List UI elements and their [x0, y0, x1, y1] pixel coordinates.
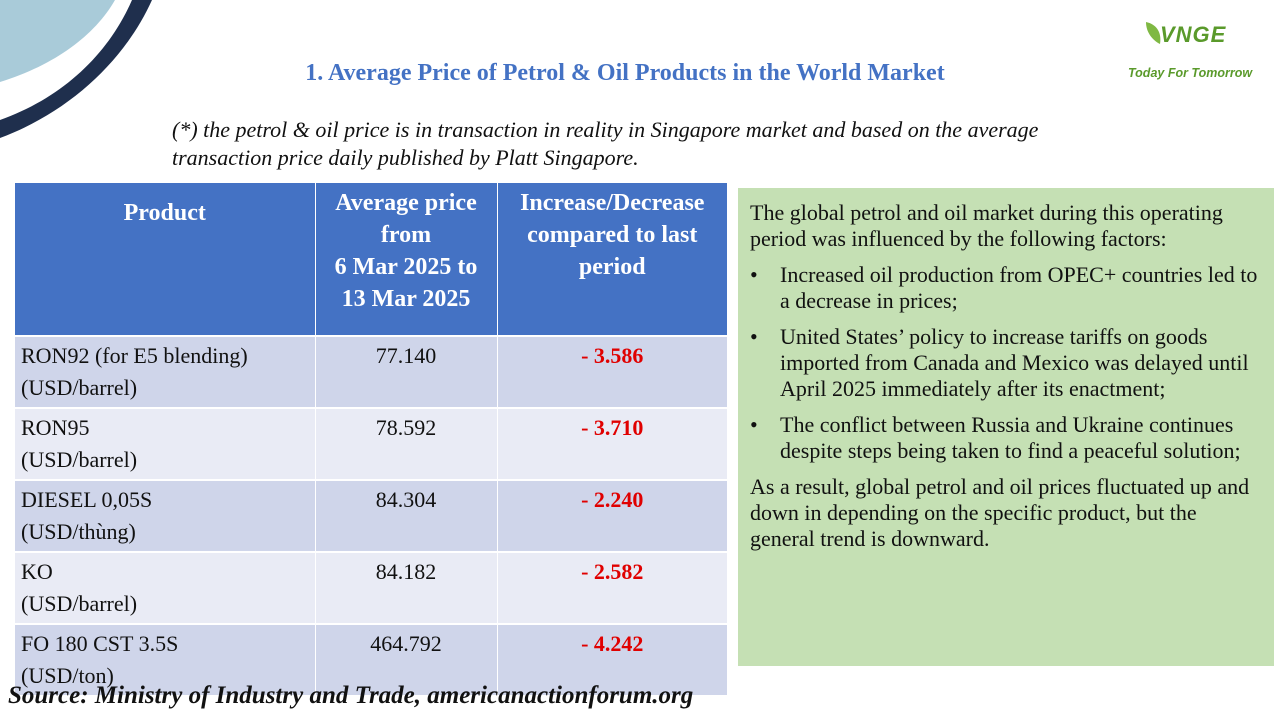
- factor-text: The conflict between Russia and Ukraine …: [780, 412, 1241, 463]
- price-cell: 464.792: [315, 623, 498, 695]
- factor-text: United States’ policy to increase tariff…: [780, 324, 1249, 401]
- product-cell: RON95 (USD/barrel): [15, 407, 316, 480]
- change-cell: - 2.240: [497, 479, 727, 552]
- product-cell: RON92 (for E5 blending) (USD/barrel): [15, 335, 316, 408]
- bullet-icon: •: [750, 262, 758, 287]
- table-header-row: Product Average price from 6 Mar 2025 to…: [15, 183, 727, 336]
- header-line: period: [578, 254, 646, 280]
- header-line: 6 Mar 2025 to: [334, 254, 478, 280]
- product-name: DIESEL 0,05S: [21, 487, 153, 512]
- list-item: • United States’ policy to increase tari…: [750, 324, 1264, 402]
- bullet-icon: •: [750, 412, 758, 437]
- panel-conclusion: As a result, global petrol and oil price…: [750, 474, 1250, 551]
- table-row: RON95 (USD/barrel) 78.592 - 3.710: [15, 407, 727, 480]
- light-blue-arc: [0, 0, 115, 82]
- bullet-icon: •: [750, 324, 758, 349]
- product-unit: (USD/barrel): [21, 447, 138, 472]
- product-unit: (USD/thùng): [21, 519, 136, 544]
- header-line: compared to last: [527, 222, 698, 248]
- change-cell: - 3.710: [497, 407, 727, 480]
- header-change: Increase/Decrease compared to last perio…: [497, 183, 727, 336]
- price-cell: 78.592: [315, 407, 498, 480]
- product-cell: KO (USD/barrel): [15, 551, 316, 624]
- header-line: from: [380, 222, 432, 248]
- list-item: • Increased oil production from OPEC+ co…: [750, 262, 1264, 314]
- factor-text: Increased oil production from OPEC+ coun…: [780, 262, 1258, 313]
- table-row: DIESEL 0,05S (USD/thùng) 84.304 - 2.240: [15, 479, 727, 552]
- logo-tagline: Today For Tomorrow: [1128, 66, 1253, 80]
- factor-list: • Increased oil production from OPEC+ co…: [750, 262, 1264, 464]
- corner-decoration: [0, 0, 152, 138]
- header-average-price: Average price from 6 Mar 2025 to 13 Mar …: [315, 183, 498, 336]
- price-cell: 84.182: [315, 551, 498, 624]
- company-logo: VNGE Today For Tomorrow: [1120, 18, 1270, 88]
- source-citation: Source: Ministry of Industry and Trade, …: [8, 682, 694, 709]
- note-line: transaction price daily published by Pla…: [172, 145, 639, 170]
- leaf-icon: [1146, 22, 1161, 44]
- header-line: 13 Mar 2025: [341, 286, 471, 312]
- product-cell: DIESEL 0,05S (USD/thùng): [15, 479, 316, 552]
- note-line: (*) the petrol & oil price is in transac…: [172, 117, 1039, 142]
- product-unit: (USD/barrel): [21, 591, 138, 616]
- table-row: KO (USD/barrel) 84.182 - 2.582: [15, 551, 727, 624]
- product-unit: (USD/barrel): [21, 375, 138, 400]
- list-item: • The conflict between Russia and Ukrain…: [750, 412, 1264, 464]
- table-row: FO 180 CST 3.5S (USD/ton) 464.792 - 4.24…: [15, 623, 727, 695]
- header-line: Increase/Decrease: [520, 190, 705, 216]
- page-title: 1. Average Price of Petrol & Oil Product…: [305, 60, 945, 86]
- table-row: RON92 (for E5 blending) (USD/barrel) 77.…: [15, 335, 727, 408]
- price-cell: 84.304: [315, 479, 498, 552]
- price-cell: 77.140: [315, 335, 498, 408]
- change-cell: - 3.586: [497, 335, 727, 408]
- navy-arc: [0, 0, 152, 138]
- product-name: FO 180 CST 3.5S: [21, 631, 179, 656]
- panel-intro: The global petrol and oil market during …: [750, 200, 1223, 251]
- product-name: RON92 (for E5 blending): [21, 343, 248, 368]
- logo-mark: VNGE: [1160, 22, 1227, 47]
- change-cell: - 2.582: [497, 551, 727, 624]
- change-cell: - 4.242: [497, 623, 727, 695]
- header-line: Average price: [335, 190, 477, 216]
- product-name: KO: [21, 559, 53, 584]
- market-factors-panel: The global petrol and oil market during …: [738, 188, 1274, 666]
- header-product: Product: [15, 183, 316, 336]
- price-note: (*) the petrol & oil price is in transac…: [172, 116, 1172, 172]
- product-cell: FO 180 CST 3.5S (USD/ton): [15, 623, 316, 695]
- product-name: RON95: [21, 415, 90, 440]
- price-table: Product Average price from 6 Mar 2025 to…: [15, 183, 727, 695]
- product-unit: (USD/ton): [21, 663, 114, 688]
